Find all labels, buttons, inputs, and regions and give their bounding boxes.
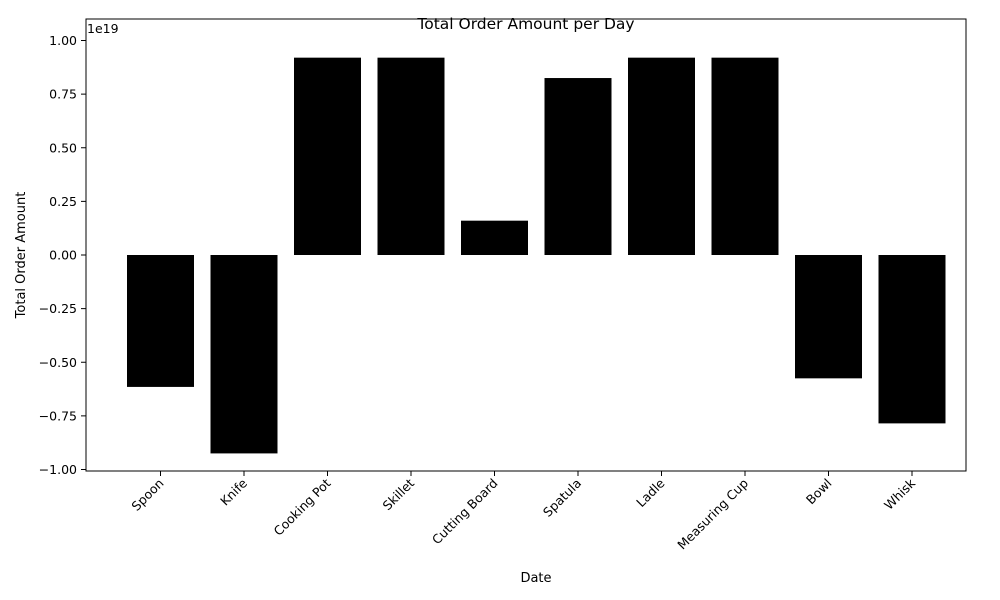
plot-frame bbox=[85, 18, 967, 472]
x-axis-ticks: Spoon Knife Cooking Pot Skillet Cutting Boar… bbox=[128, 471, 919, 552]
x-tick-label: Spatula bbox=[540, 476, 584, 520]
bar-cutting-board bbox=[461, 220, 528, 255]
x-tick-label: Measuring Cup bbox=[674, 475, 751, 552]
bar-whisk bbox=[878, 255, 946, 424]
x-axis-label: Date bbox=[520, 571, 551, 586]
bar-skillet bbox=[377, 57, 445, 255]
bar-measuring-cup bbox=[711, 57, 779, 255]
bar-knife bbox=[210, 255, 278, 454]
y-tick-label: 1.00 bbox=[49, 33, 77, 48]
y-tick-label: 0.00 bbox=[49, 248, 77, 263]
y-tick-label: −0.50 bbox=[39, 355, 77, 370]
y-tick-label: −0.75 bbox=[39, 408, 77, 423]
y-axis-label: Total Order Amount bbox=[14, 192, 29, 320]
x-tick-label: Skillet bbox=[380, 475, 418, 513]
x-tick-label: Bowl bbox=[803, 476, 835, 508]
bar-spatula bbox=[544, 78, 612, 255]
y-axis-scale-offset: 1e19 bbox=[87, 21, 119, 36]
x-tick-label: Knife bbox=[217, 475, 250, 508]
y-tick-label: −1.00 bbox=[39, 462, 77, 477]
x-tick-label: Ladle bbox=[633, 475, 668, 510]
x-tick-label: Spoon bbox=[128, 476, 166, 514]
bars-group bbox=[127, 57, 946, 454]
bar-cooking-pot bbox=[294, 57, 361, 255]
chart-title: Total Order Amount per Day bbox=[416, 15, 634, 33]
y-tick-label: 0.50 bbox=[49, 140, 77, 155]
bar-ladle bbox=[628, 57, 695, 255]
y-tick-label: −0.25 bbox=[39, 301, 77, 316]
x-tick-label: Whisk bbox=[881, 475, 919, 513]
bar-bowl bbox=[795, 255, 862, 379]
x-tick-label: Cooking Pot bbox=[271, 475, 334, 538]
y-tick-label: 0.25 bbox=[49, 194, 77, 209]
y-tick-label: 0.75 bbox=[49, 87, 77, 102]
x-tick-label: Cutting Board bbox=[429, 476, 501, 548]
bar-spoon bbox=[127, 255, 194, 387]
y-axis-ticks: −1.00 −0.75 −0.50 −0.25 0.00 0.25 0.50 0.75 1.00 bbox=[39, 33, 86, 477]
